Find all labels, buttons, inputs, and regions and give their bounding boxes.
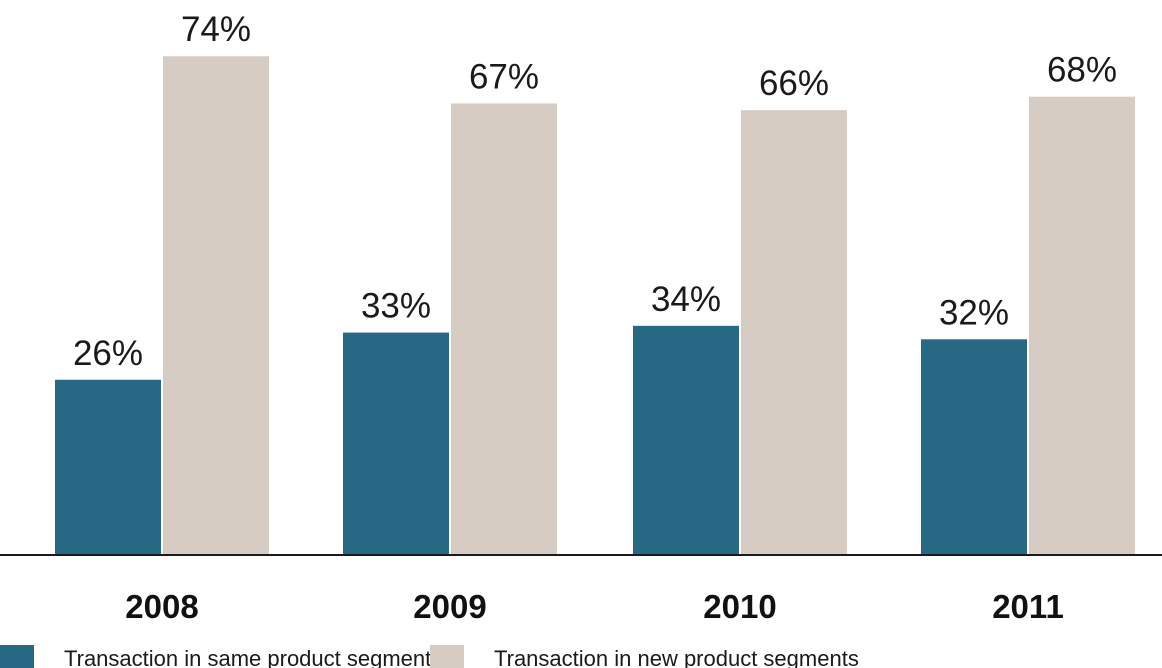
data-label-same-segment-2010: 34% xyxy=(651,280,721,319)
legend-swatch-same-segment xyxy=(0,645,34,668)
x-tick-label-2008: 2008 xyxy=(125,588,198,625)
x-tick-labels-group: 2008 2009 2010 2011 xyxy=(125,588,1064,625)
bar-same-segment-2009 xyxy=(343,332,449,555)
data-label-same-segment-2009: 33% xyxy=(361,287,431,326)
data-label-new-segments-2011: 68% xyxy=(1047,51,1117,90)
bar-same-segment-2008 xyxy=(55,379,161,555)
data-label-new-segments-2008: 74% xyxy=(181,10,251,49)
bar-new-segments-2008 xyxy=(163,56,269,556)
data-label-new-segments-2010: 66% xyxy=(759,64,829,103)
x-tick-label-2009: 2009 xyxy=(413,588,486,625)
data-label-same-segment-2011: 32% xyxy=(939,293,1009,332)
bar-same-segment-2010 xyxy=(633,325,739,555)
bar-new-segments-2009 xyxy=(451,103,557,556)
bar-new-segments-2010 xyxy=(741,110,847,555)
legend: Transaction in same product segment Trans… xyxy=(0,645,859,668)
legend-label-new-segments: Transaction in new product segments xyxy=(494,646,859,668)
x-tick-label-2011: 2011 xyxy=(992,588,1064,625)
data-label-same-segment-2008: 26% xyxy=(73,334,143,373)
bars-group xyxy=(55,56,1135,556)
data-labels-group: 26% 74% 33% 67% 34% 66% 32% 68% xyxy=(73,10,1117,373)
bar-new-segments-2011 xyxy=(1029,96,1135,556)
data-label-new-segments-2009: 67% xyxy=(469,57,539,96)
legend-swatch-new-segments xyxy=(430,645,464,668)
x-tick-label-2010: 2010 xyxy=(703,588,776,625)
bar-same-segment-2011 xyxy=(921,339,1027,555)
legend-label-same-segment: Transaction in same product segment xyxy=(64,646,431,668)
